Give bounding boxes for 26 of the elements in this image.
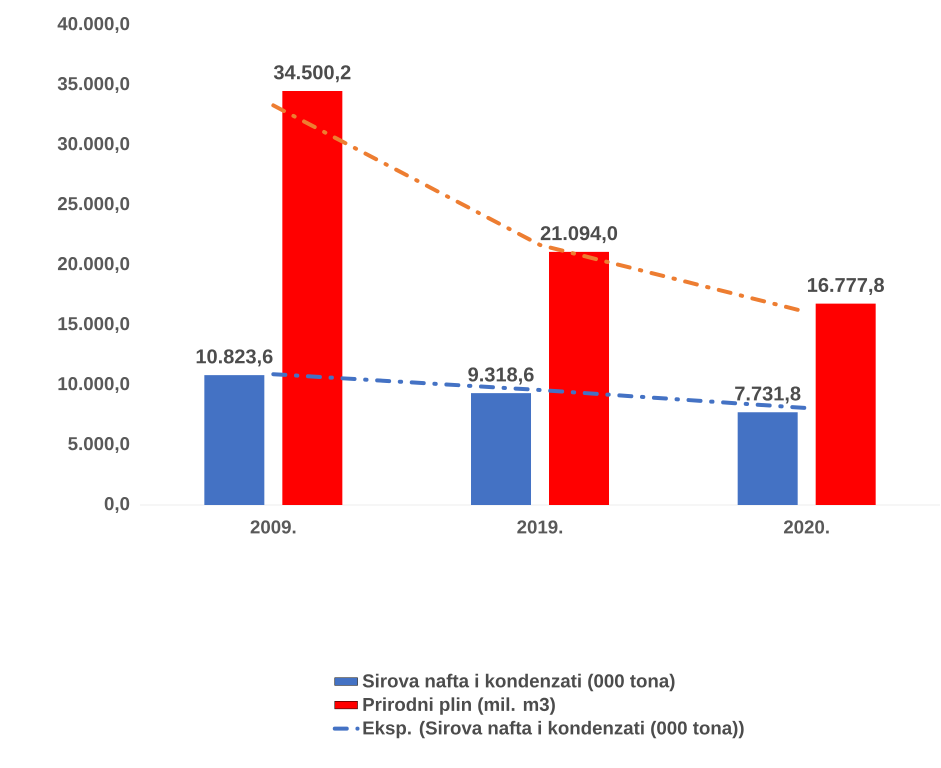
y-tick-label: 40.000,0	[58, 17, 130, 33]
bar	[282, 90, 342, 505]
data-label: 10.823,6	[196, 349, 273, 366]
bar	[738, 412, 798, 505]
data-label: 16.777,8	[808, 278, 884, 295]
legend-label: Sirova nafta i kondenzati (000 tona)	[362, 674, 675, 692]
y-tick-label: 5.000,0	[68, 437, 130, 453]
data-label: 9.318,6	[468, 367, 534, 384]
data-label: 21.094,0	[540, 226, 618, 244]
bar	[816, 304, 876, 505]
y-tick-label: 25.000,0	[58, 197, 130, 213]
y-tick-label: 0,0	[104, 497, 130, 513]
x-tick-label: 2009.	[250, 520, 296, 534]
y-tick-label: 15.000,0	[58, 317, 130, 333]
legend-label: Prirodni plin (mil. m3)	[363, 697, 555, 715]
y-tick-label: 10.000,0	[58, 377, 130, 393]
y-tick-label: 35.000,0	[58, 77, 130, 93]
x-tick-label: 2019.	[517, 520, 562, 534]
y-tick-label: 30.000,0	[58, 137, 130, 153]
y-tick-label: 20.000,0	[58, 257, 130, 273]
bar	[549, 252, 610, 505]
data-label: 34.500,2	[274, 65, 350, 82]
x-tick-label: 2020.	[784, 520, 829, 534]
data-label: 7.731,8	[735, 386, 800, 404]
legend-label: Eksp. (Sirova nafta i kondenzati (000 tona))	[363, 720, 744, 738]
bar	[204, 375, 264, 505]
